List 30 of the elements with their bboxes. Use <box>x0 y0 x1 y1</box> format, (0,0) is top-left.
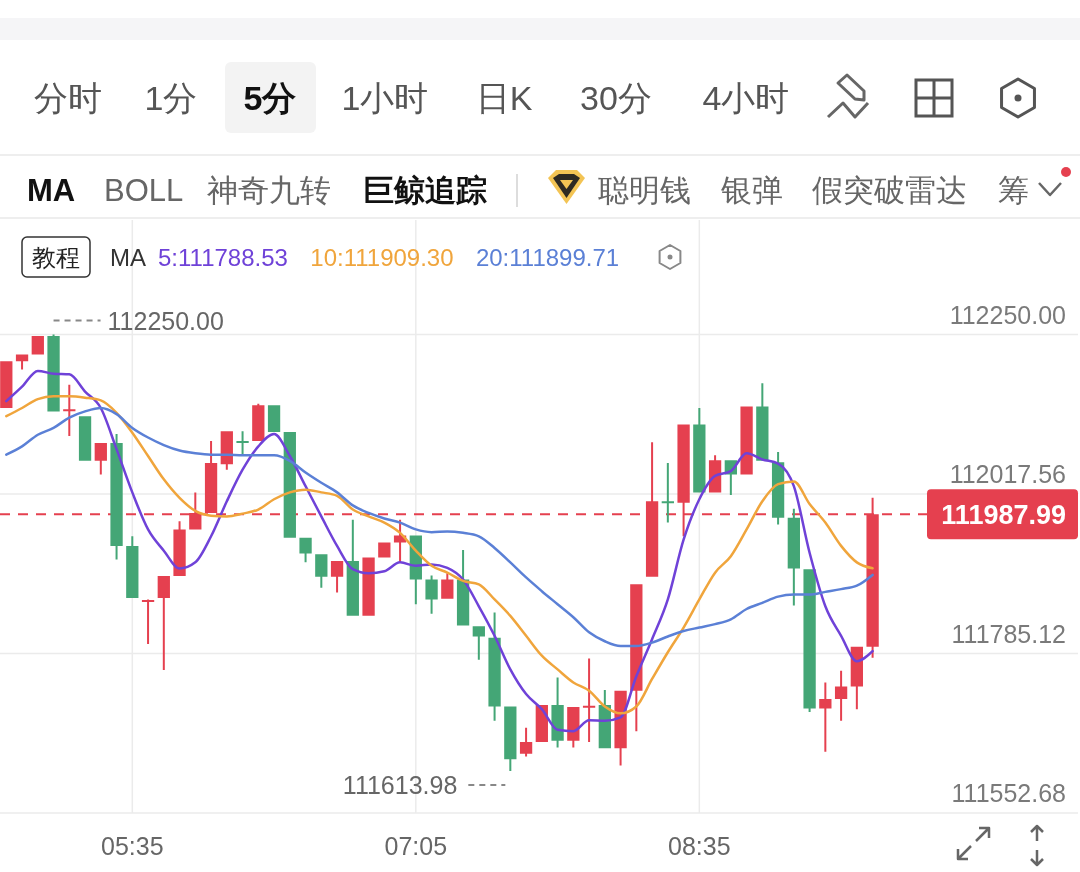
text: 聪明钱 <box>598 173 691 208</box>
text: 神奇九转 <box>207 173 331 208</box>
y-tick-label: 112017.56 <box>949 460 1066 489</box>
y-tick-label: 111552.68 <box>951 779 1066 807</box>
annotation: 教程 <box>32 244 80 271</box>
text: 5:111788.53 <box>158 244 288 271</box>
text: 111987.99 <box>941 500 1066 531</box>
annotation: 111613.98 <box>342 770 458 799</box>
annotation: 112250.00 <box>107 306 224 335</box>
text: 5分 <box>243 79 297 117</box>
text: 1分 <box>144 79 198 117</box>
x-tick-label: 05:35 <box>101 832 164 860</box>
text: 10:111909.30 <box>310 244 454 271</box>
legend-title: MA <box>110 244 146 271</box>
y-tick-label: 111785.12 <box>951 619 1066 648</box>
x-tick-label: 08:35 <box>668 832 731 860</box>
text: 4小时 <box>702 79 790 117</box>
text: 巨鲸追踪 <box>363 173 487 208</box>
text: 1小时 <box>341 79 429 117</box>
text: 筹 <box>998 173 1029 208</box>
text: 30分 <box>580 79 652 117</box>
text: 分时 <box>34 79 102 117</box>
text: MA <box>27 173 76 208</box>
text: 日K <box>475 79 533 117</box>
x-tick-label: 07:05 <box>384 832 448 860</box>
text: 银弹 <box>720 173 783 208</box>
text: 20:111899.71 <box>475 244 620 271</box>
text: BOLL <box>104 173 184 208</box>
y-tick-label: 112250.00 <box>949 300 1066 329</box>
text: 假突破雷达 <box>812 173 967 208</box>
